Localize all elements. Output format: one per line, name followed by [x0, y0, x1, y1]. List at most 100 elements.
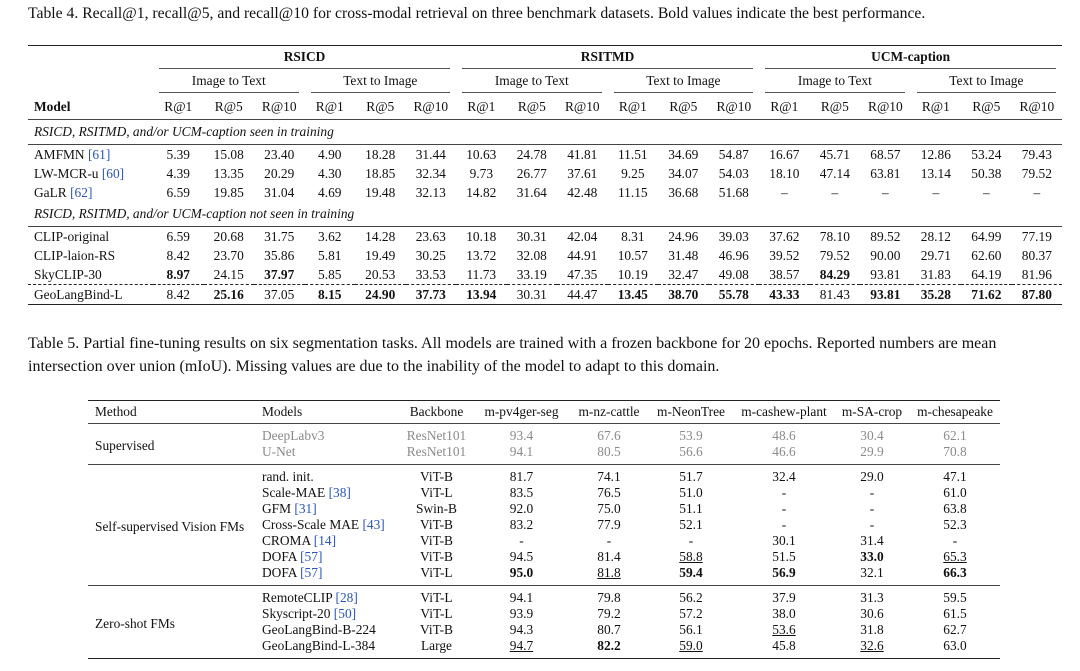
value: 51.0	[679, 485, 703, 500]
value-cell: 23.40	[264, 146, 295, 162]
value-cell: 24.96	[668, 228, 699, 244]
value-cell: 3.62	[318, 228, 342, 244]
value: 29.0	[860, 469, 884, 484]
value-cell: 56.6	[648, 444, 734, 465]
value: -	[519, 533, 524, 548]
value: 62.1	[943, 428, 967, 443]
header-cell: Text to Image	[305, 71, 457, 95]
header-cell	[28, 71, 153, 95]
value-cell: -	[834, 517, 910, 533]
model-cell: GaLR [62]	[28, 183, 153, 202]
value-cell: 75.0	[570, 501, 648, 517]
model-cell: GeoLangBind-L-384	[255, 638, 400, 659]
data-row: DOFA [57] ViT-L 95.0 81.8 59.4 56.9 32.1 66.3	[88, 565, 1000, 586]
model-name: AMFMN	[34, 146, 85, 162]
value-cell: 93.81	[870, 266, 901, 282]
value-cell: 54.03	[718, 165, 749, 181]
value-cell: 45.8	[734, 638, 834, 659]
direction-header: Image to Text	[462, 73, 602, 93]
metric-header: R@10	[254, 95, 305, 120]
value-cell: 89.52	[870, 228, 901, 244]
value-cell: 62.60	[971, 247, 1002, 263]
backbone-cell: ViT-B	[420, 469, 453, 484]
value-cell: 46.96	[718, 247, 749, 263]
metric-header: R@5	[355, 95, 406, 120]
model-name: DeepLabv3	[262, 428, 325, 443]
retrieval-table: RSICD RSITMD UCM-caption Image to Text Text …	[28, 45, 1063, 305]
value-cell: 94.7	[473, 638, 570, 659]
model-name: CLIP-original	[34, 228, 110, 244]
value-cell: 37.97	[264, 266, 295, 282]
value: 38.0	[772, 606, 796, 621]
citation: [28]	[335, 590, 358, 605]
value: -	[952, 533, 958, 548]
value-cell: 24.90	[355, 284, 406, 305]
value-cell: 70.8	[910, 444, 1000, 465]
value: 83.2	[509, 517, 534, 532]
value-cell: -	[734, 501, 834, 517]
data-row: SkyCLIP-30 8.97 24.15 37.97 5.85 20.53 33.53 11…	[28, 265, 1062, 285]
value: 80.7	[597, 622, 621, 637]
value-cell: -	[570, 533, 648, 549]
value: 56.1	[679, 622, 703, 637]
data-row: GFM [31] Swin-B 92.0 75.0 51.1 - - 63.8	[88, 501, 1000, 517]
metric-header: R@5	[506, 95, 558, 120]
value-cell: 47.35	[567, 266, 598, 282]
value: 94.1	[509, 590, 534, 605]
value: 29.9	[860, 444, 884, 459]
header-cell: RSITMD	[456, 46, 759, 72]
value: 83.5	[509, 485, 534, 500]
data-row: CLIP-laion-RS 8.42 23.70 35.86 5.81 19.49 30.2…	[28, 246, 1062, 265]
value-cell: 51.5	[734, 549, 834, 565]
value-cell: 37.73	[405, 284, 457, 305]
citation: [50]	[333, 606, 357, 621]
section-row: RSICD, RSITMD, and/or UCM-caption seen i…	[28, 119, 1063, 145]
value-cell: –	[780, 184, 788, 200]
backbone-cell: ViT-B	[420, 517, 453, 532]
model-cell: DOFA [57]	[255, 549, 400, 565]
value-cell: 62.1	[910, 424, 1000, 445]
header-cell: Image to Text	[759, 71, 911, 95]
value-cell: 81.8	[570, 565, 648, 586]
value: 51.1	[679, 501, 703, 516]
value-cell: 79.52	[819, 247, 850, 263]
value-cell: 19.49	[365, 247, 396, 263]
value: 31.8	[860, 622, 884, 637]
value-cell: 33.53	[415, 266, 446, 282]
value: 70.8	[943, 444, 967, 459]
value-cell: 16.67	[769, 146, 800, 162]
backbone-cell: Swin-B	[416, 501, 457, 516]
value: 57.2	[679, 606, 703, 621]
value-cell: 10.19	[617, 266, 648, 282]
metric-header: R@10	[1011, 95, 1063, 120]
model-header: Model	[28, 95, 153, 120]
value-cell: 87.80	[1011, 284, 1063, 305]
value-cell: 4.39	[166, 165, 190, 181]
value-cell: 57.2	[648, 606, 734, 622]
data-row: GeoLangBind-L-384 Large 94.7 82.2 59.0 45.8 32…	[88, 638, 1000, 659]
value-cell: 80.5	[570, 444, 648, 465]
value: 75.0	[597, 501, 621, 516]
direction-header: Image to Text	[159, 73, 299, 93]
value: 56.2	[679, 590, 703, 605]
value-cell: 6.59	[166, 184, 190, 200]
value: 52.1	[679, 517, 703, 532]
value-cell: 8.97	[166, 266, 190, 282]
value: 48.6	[772, 428, 796, 443]
value-cell: 46.6	[734, 444, 834, 465]
value-cell: 53.24	[971, 146, 1002, 162]
value-cell: 47.1	[910, 465, 1000, 486]
model-name: DOFA	[262, 549, 297, 564]
model-cell: SkyCLIP-30	[28, 265, 153, 285]
value-cell: 31.83	[920, 266, 951, 282]
value-cell: 51.7	[648, 465, 734, 486]
value-cell: 20.68	[213, 228, 244, 244]
value: 82.2	[597, 638, 621, 653]
value-cell: 79.52	[1021, 165, 1052, 181]
value-cell: 94.5	[473, 549, 570, 565]
value-cell: 63.0	[910, 638, 1000, 659]
value-cell: 8.31	[621, 228, 645, 244]
value-cell: 37.9	[734, 586, 834, 607]
backbone-cell: ViT-B	[420, 622, 453, 637]
header-cell: Image to Text	[456, 71, 608, 95]
